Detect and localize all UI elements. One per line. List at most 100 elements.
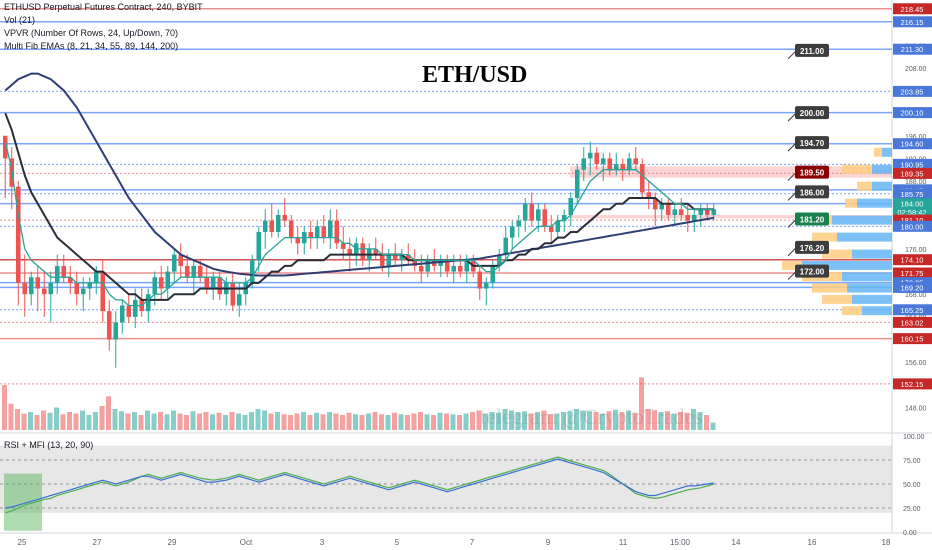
candle-body xyxy=(672,209,678,215)
vp-bar-down xyxy=(842,306,862,316)
volume-bar xyxy=(346,412,352,430)
candle-body xyxy=(145,294,151,312)
candle-body xyxy=(418,265,424,272)
candle-body xyxy=(652,198,658,210)
candle-body xyxy=(22,282,28,295)
candle-body xyxy=(288,220,294,238)
callout-box xyxy=(795,43,829,57)
callout-box xyxy=(795,212,829,226)
volume-bar xyxy=(710,422,716,430)
callout-label: 172.00 xyxy=(800,268,825,277)
candle-body xyxy=(28,277,34,295)
candle-body xyxy=(678,209,684,215)
rsi-band xyxy=(0,445,892,513)
level-label-box xyxy=(893,107,932,119)
volume-bar xyxy=(470,412,475,430)
level-label-box xyxy=(893,378,932,390)
volume-bar xyxy=(665,411,670,430)
vp-bar-up xyxy=(832,215,892,225)
vp-bar-down xyxy=(822,249,852,259)
volume-bar xyxy=(522,411,527,430)
candle-body xyxy=(477,271,483,289)
callout-label: 200.00 xyxy=(800,109,825,118)
volume-bar xyxy=(606,411,612,430)
level-label-text: 152.15 xyxy=(901,380,924,389)
vp-bar-down xyxy=(812,232,837,242)
vp-bar-up xyxy=(837,232,892,242)
volume-bar xyxy=(197,413,202,430)
volume-bar xyxy=(509,410,514,430)
candle-body xyxy=(152,277,158,295)
candle-body xyxy=(35,277,41,289)
volume-bar xyxy=(567,411,573,430)
level-label-box xyxy=(893,267,932,279)
level-label-box xyxy=(893,85,932,97)
callout-box xyxy=(795,165,829,179)
volume-bar xyxy=(262,410,267,430)
volume-bar xyxy=(171,410,176,430)
volume-bar xyxy=(463,413,469,430)
candle-body xyxy=(490,265,496,283)
volume-bar xyxy=(132,412,137,430)
ema-long-line xyxy=(4,72,714,277)
price-axis-tick: 148.00 xyxy=(905,405,927,412)
rsi-series-line xyxy=(5,456,714,514)
rsi-axis-tick: 100.00 xyxy=(903,434,925,441)
candle-body xyxy=(191,265,197,278)
rsi-series-line xyxy=(5,458,714,509)
volume-bar xyxy=(21,413,27,430)
candle-body xyxy=(444,260,450,272)
callout-pointer xyxy=(787,219,797,228)
candle-body xyxy=(93,271,99,283)
vpvr-legend: VPVR (Number Of Rows, 24, Up/Down, 70) xyxy=(4,28,179,38)
candle-body xyxy=(691,215,697,221)
date-axis-tick: 18 xyxy=(882,538,891,547)
candle-body xyxy=(561,215,567,221)
volume-bar xyxy=(99,406,105,430)
level-label-text: 216.15 xyxy=(901,18,924,27)
volume-bar xyxy=(67,412,72,430)
candle-body xyxy=(386,254,392,266)
callout-box xyxy=(795,185,829,199)
volume-bar xyxy=(580,410,586,430)
level-label-box xyxy=(893,43,932,55)
candle-body xyxy=(282,215,288,221)
volume-bar xyxy=(437,412,443,430)
volume-bar xyxy=(385,415,391,430)
price-axis-tick: 156.00 xyxy=(905,360,927,367)
volume-bar xyxy=(639,377,644,430)
volume-bar xyxy=(164,414,170,430)
date-axis-tick: 11 xyxy=(619,538,628,547)
callout-label: 189.50 xyxy=(800,169,825,178)
callout-label: 181.20 xyxy=(800,216,825,225)
volume-bar xyxy=(80,410,85,430)
vp-bar-down xyxy=(874,147,882,157)
candle-body xyxy=(425,260,431,272)
candle-body xyxy=(262,220,268,232)
candle-body xyxy=(620,164,626,170)
candle-body xyxy=(119,305,125,323)
level-label-text: 165.25 xyxy=(901,306,924,315)
candle-body xyxy=(568,198,574,215)
volume-bar xyxy=(652,410,657,430)
rsi-axis-tick: 75.00 xyxy=(903,458,921,465)
candle-body xyxy=(594,152,600,165)
volume-bar xyxy=(216,412,222,430)
candle-body xyxy=(464,260,470,272)
level-label-box xyxy=(893,138,932,150)
candle-body xyxy=(711,209,717,215)
candle-body xyxy=(555,220,561,232)
volume-bar xyxy=(333,413,339,430)
callout-pointer xyxy=(787,50,797,60)
zone-box xyxy=(570,166,892,178)
volume-bar xyxy=(223,415,228,430)
volume-bar xyxy=(502,409,508,430)
candle-body xyxy=(48,282,54,295)
volume-bar xyxy=(483,413,488,430)
candle-body xyxy=(334,220,340,244)
volume-bar xyxy=(307,415,313,430)
price-axis-tick: 176.00 xyxy=(905,247,927,254)
volume-bar xyxy=(418,412,423,430)
candle-body xyxy=(204,277,210,289)
